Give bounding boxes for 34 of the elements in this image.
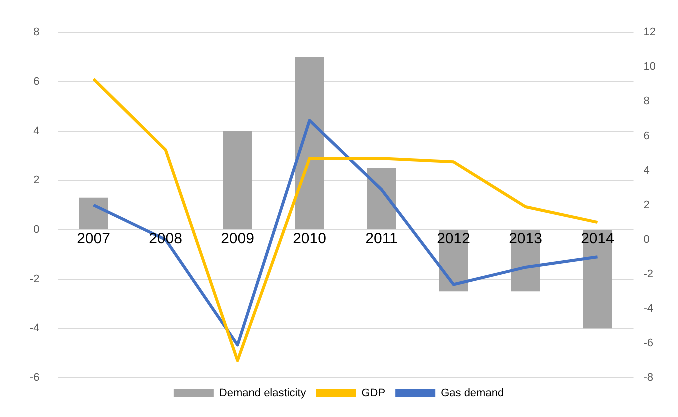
y2-tick-label: 8: [644, 96, 650, 108]
legend-label: GDP: [362, 388, 386, 400]
y-tick-label: 8: [34, 26, 40, 39]
y-tick-label: -2: [30, 273, 40, 286]
x-tick-label: 2010: [293, 230, 326, 248]
x-tick-label: 2007: [77, 230, 110, 248]
y-tick-label: 2: [34, 174, 40, 187]
y2-tick-label: -2: [644, 268, 654, 280]
y2-tick-label: 2: [644, 199, 650, 212]
bar: [223, 131, 252, 230]
y-tick-label: 6: [34, 76, 40, 88]
legend-label: Gas demand: [441, 388, 504, 400]
y2-tick-label: 4: [644, 164, 650, 177]
bar: [583, 230, 612, 329]
y2-tick-label: -6: [644, 337, 654, 350]
y2-tick-label: 10: [644, 61, 656, 74]
legend-label: Demand elasticity: [219, 388, 307, 400]
y2-tick-label: -8: [644, 372, 654, 384]
y2-tick-label: 6: [644, 130, 650, 142]
y-tick-label: 4: [34, 125, 40, 138]
y2-tick-label: 12: [644, 26, 656, 39]
y-tick-label: -4: [30, 322, 40, 335]
y2-tick-label: -4: [644, 302, 654, 315]
bar: [79, 198, 108, 230]
y2-tick-label: 0: [644, 234, 650, 246]
x-tick-label: 2011: [366, 230, 398, 248]
y-tick-label: -6: [30, 372, 40, 384]
y-tick-label: 0: [34, 224, 40, 236]
x-tick-label: 2013: [509, 230, 542, 248]
x-tick-label: 2012: [437, 230, 470, 248]
x-tick-label: 2009: [221, 230, 254, 248]
x-tick-label: 2014: [581, 230, 614, 248]
bar: [295, 57, 324, 230]
bar: [367, 168, 396, 230]
